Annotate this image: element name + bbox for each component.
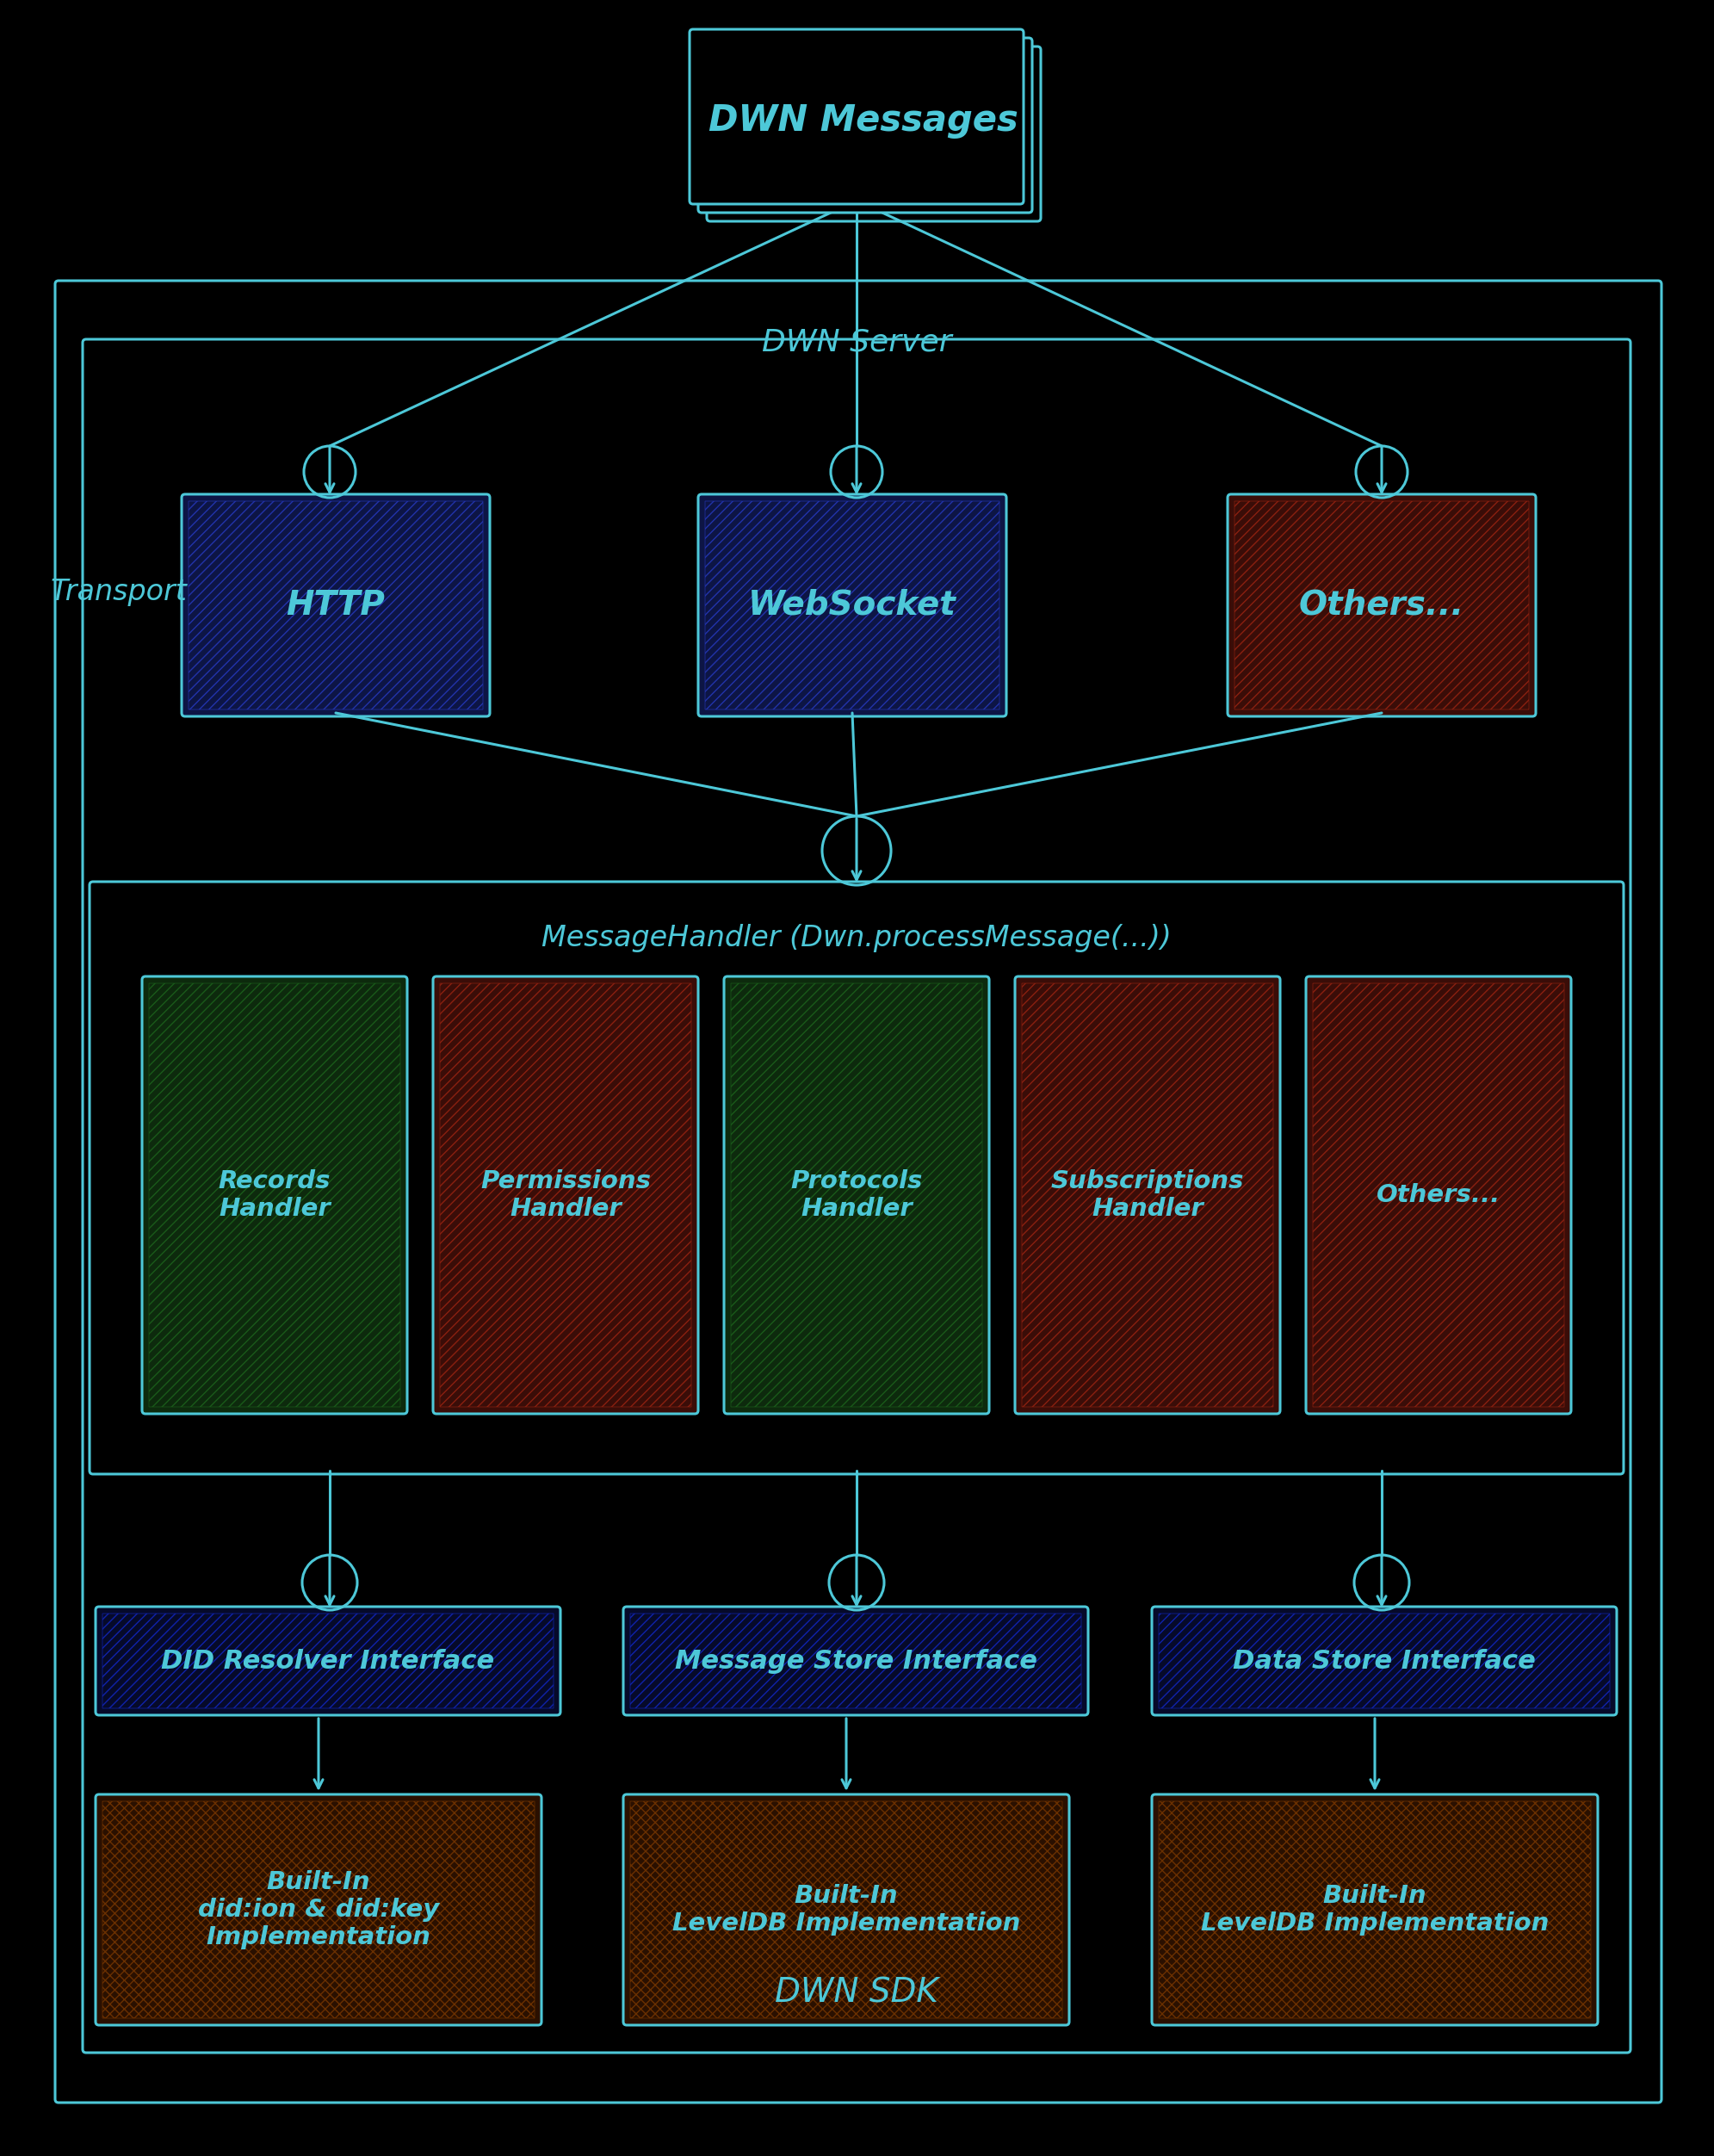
FancyBboxPatch shape	[723, 977, 989, 1414]
FancyBboxPatch shape	[624, 1606, 1088, 1716]
FancyBboxPatch shape	[1015, 977, 1280, 1414]
Text: MessageHandler (Dwn.processMessage(...)): MessageHandler (Dwn.processMessage(...))	[542, 925, 1172, 953]
FancyBboxPatch shape	[96, 1794, 542, 2024]
Text: DID Resolver Interface: DID Resolver Interface	[161, 1649, 495, 1673]
Text: DWN Messages: DWN Messages	[708, 103, 1018, 138]
Text: Protocols
Handler: Protocols Handler	[790, 1169, 922, 1220]
Text: HTTP: HTTP	[286, 589, 386, 621]
Text: Message Store Interface: Message Store Interface	[675, 1649, 1037, 1673]
Text: Records
Handler: Records Handler	[218, 1169, 331, 1220]
Text: Others...: Others...	[1376, 1184, 1501, 1207]
Text: Permissions
Handler: Permissions Handler	[480, 1169, 651, 1220]
FancyBboxPatch shape	[1227, 494, 1536, 716]
Text: Transport: Transport	[50, 578, 187, 606]
FancyBboxPatch shape	[1152, 1794, 1597, 2024]
FancyBboxPatch shape	[706, 47, 1040, 222]
Text: Built-In
LevelDB Implementation: Built-In LevelDB Implementation	[1202, 1884, 1549, 1936]
Text: DWN Server: DWN Server	[761, 328, 951, 358]
FancyBboxPatch shape	[96, 1606, 560, 1716]
Text: DWN SDK: DWN SDK	[775, 1977, 938, 2009]
Text: WebSocket: WebSocket	[747, 589, 956, 621]
FancyBboxPatch shape	[698, 39, 1032, 213]
FancyBboxPatch shape	[1306, 977, 1572, 1414]
Text: Subscriptions
Handler: Subscriptions Handler	[1051, 1169, 1244, 1220]
Text: Built-In
did:ion & did:key
Implementation: Built-In did:ion & did:key Implementatio…	[197, 1869, 439, 1949]
FancyBboxPatch shape	[689, 30, 1023, 205]
FancyBboxPatch shape	[142, 977, 408, 1414]
Text: Built-In
LevelDB Implementation: Built-In LevelDB Implementation	[672, 1884, 1020, 1936]
FancyBboxPatch shape	[182, 494, 490, 716]
Text: Data Store Interface: Data Store Interface	[1232, 1649, 1536, 1673]
FancyBboxPatch shape	[698, 494, 1006, 716]
FancyBboxPatch shape	[1152, 1606, 1616, 1716]
Text: Others...: Others...	[1299, 589, 1464, 621]
FancyBboxPatch shape	[624, 1794, 1070, 2024]
FancyBboxPatch shape	[434, 977, 698, 1414]
